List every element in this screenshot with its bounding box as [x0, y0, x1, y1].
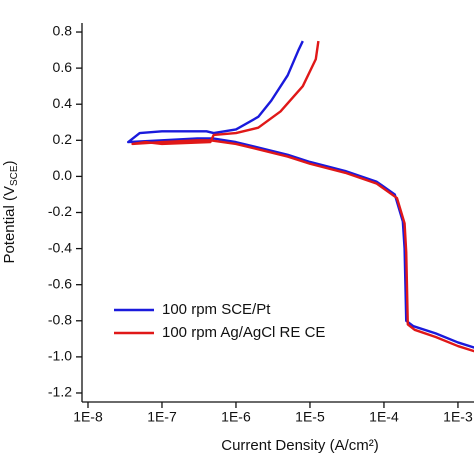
- legend-label: 100 rpm SCE/Pt: [162, 301, 271, 318]
- y-label-suffix: ): [1, 160, 18, 165]
- y-tick-label: 0.0: [53, 167, 73, 183]
- x-tick-label: 1E-3: [443, 409, 473, 425]
- legend-label: 100 rpm Ag/AgCl RE CE: [162, 324, 325, 341]
- y-tick-label: -0.8: [48, 311, 72, 327]
- y-label-sub: SCE: [9, 165, 20, 186]
- y-tick-label: -0.2: [48, 203, 72, 219]
- y-axis-label: Potential (VSCE): [1, 160, 20, 263]
- y-tick-label: -0.4: [48, 239, 72, 255]
- y-tick-label: 0.6: [53, 59, 73, 75]
- x-axis-label: Current Density (A/cm²): [221, 437, 379, 454]
- y-tick-label: 0.8: [53, 23, 73, 39]
- series-line: [131, 40, 474, 353]
- x-tick-label: 1E-5: [295, 409, 325, 425]
- y-tick-label: -1.2: [48, 384, 72, 400]
- y-tick-label: 0.2: [53, 131, 73, 147]
- y-tick-label: 0.4: [53, 95, 73, 111]
- x-tick-label: 1E-8: [73, 409, 103, 425]
- x-tick-label: 1E-7: [147, 409, 177, 425]
- series-line: [127, 40, 474, 349]
- y-label-main: Potential (V: [1, 186, 18, 264]
- y-tick-label: -1.0: [48, 348, 72, 364]
- x-tick-label: 1E-4: [369, 409, 399, 425]
- y-tick-label: -0.6: [48, 275, 72, 291]
- x-tick-label: 1E-6: [221, 409, 251, 425]
